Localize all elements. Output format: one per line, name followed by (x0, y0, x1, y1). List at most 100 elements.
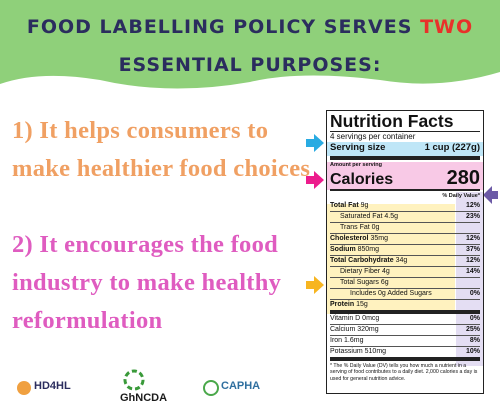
nutrient-amount: 510mg (364, 348, 387, 355)
nutrient-amount: 4.5g (384, 213, 398, 220)
nutrient-name: Total Fat (330, 202, 359, 209)
arrow-nutrients (306, 276, 324, 294)
nutrient-dv: 0% (469, 315, 480, 322)
nutrient-row: Includes 0g Added Sugars 0% (330, 288, 480, 299)
nutrient-row: Cholesterol 35mg 12% (330, 233, 480, 244)
nutrient-row: Total Carbohydrate 34g 12% (330, 255, 480, 266)
nutrient-name: Vitamin D (330, 315, 361, 322)
serving-size-label: Serving size (330, 142, 386, 153)
rule (330, 156, 480, 160)
title-text: ESSENTIAL PURPOSES: (118, 54, 382, 76)
nutrient-left: Iron 1.6mg (330, 336, 363, 346)
nutrient-name: Saturated Fat (340, 213, 383, 220)
nutrient-amount: 34g (395, 257, 408, 264)
nutrient-row: Saturated Fat 4.5g 23% (330, 211, 480, 222)
logo: GhNCDA (120, 392, 168, 404)
nutrient-dv: 37% (465, 246, 480, 253)
nutrient-name: Sodium (330, 246, 356, 253)
nutrient-name: Calcium (330, 326, 356, 333)
banner-title: FOOD LABELLING POLICY SERVES TWO ESSENTI… (0, 8, 500, 84)
arrow-serving (306, 134, 324, 152)
arrow-dv (483, 186, 498, 204)
title-text: FOOD LABELLING POLICY SERVES (26, 16, 413, 38)
nutrient-left: Includes 0g Added Sugars (330, 289, 432, 299)
banner (0, 0, 500, 89)
nutrient-amount: 4g (382, 268, 390, 275)
nutrient-left: Calcium 320mg (330, 325, 379, 335)
nutrient-left: Cholesterol 35mg (330, 234, 388, 244)
nutrient-row: Iron 1.6mg 8% (330, 335, 480, 346)
rule (330, 310, 480, 314)
logo-icon (17, 381, 31, 395)
nutrient-amount: 15g (356, 301, 368, 308)
nutrient-dv: 14% (465, 268, 480, 275)
nutrient-name: Potassium (330, 348, 363, 355)
serving-size: Serving size 1 cup (227g) (330, 142, 480, 154)
calories-label: Calories (330, 171, 394, 188)
logo: HD4HL (34, 380, 71, 392)
nutrient-dv: 25% (465, 326, 480, 333)
nutrient-name: Iron (330, 337, 343, 344)
logo-icon (203, 380, 219, 396)
nutrient-left: Vitamin D 0mcg (330, 314, 379, 324)
nutrient-dv: 8% (469, 337, 480, 344)
dv-header: % Daily Value* (442, 193, 480, 199)
nutrient-dv: 12% (465, 202, 480, 209)
nutrient-amount: 0mcg (362, 315, 380, 322)
nutrient-left: Potassium 510mg (330, 347, 386, 357)
nutrient-dv: 10% (465, 348, 480, 355)
nutrient-row: Protein 15g (330, 299, 480, 310)
nutrient-name: Dietary Fiber (340, 268, 381, 275)
nutrient-row: Total Sugars 6g (330, 277, 480, 288)
nutrient-amount: 320mg (357, 326, 379, 333)
dv-highlight (456, 192, 483, 366)
nutrient-amount: 0g (371, 224, 380, 231)
title-highlight: TWO (420, 16, 474, 38)
nutrient-left: Total Fat 9g (330, 201, 368, 211)
nutrient-name: Trans Fat (340, 224, 370, 231)
nutrient-row: Vitamin D 0mcg 0% (330, 314, 480, 324)
nutrient-row: Total Fat 9g 12% (330, 201, 480, 211)
rule (330, 131, 480, 132)
footnote: * The % Daily Value (DV) tells you how m… (330, 363, 478, 382)
nutrient-name: Includes 0g Added Sugars (350, 290, 432, 297)
nutrient-name: Total Sugars (340, 279, 379, 286)
nutrient-amount: 850mg (357, 246, 380, 253)
calories: Calories 280 (330, 167, 480, 189)
nutrient-row: Trans Fat 0g (330, 222, 480, 233)
nutrient-rows: Total Fat 9g 12% Saturated Fat 4.5g 23% Tran… (330, 201, 480, 310)
nutrient-name: Protein (330, 301, 355, 308)
calories-highlight (327, 162, 483, 190)
nutrient-dv: 12% (465, 235, 480, 242)
vitamin-rows: Vitamin D 0mcg 0% Calcium 320mg 25% Iron 1.6… (330, 314, 480, 357)
nutrient-name: Total Carbohydrate (330, 257, 394, 264)
nutrient-left: Total Sugars 6g (330, 278, 389, 288)
nutrient-amount: 9g (360, 202, 369, 209)
calories-value: 280 (446, 167, 480, 189)
nutrient-dv: 12% (465, 257, 480, 264)
nutrient-name: Cholesterol (330, 235, 369, 242)
nutrient-left: Protein 15g (330, 300, 368, 310)
nutrient-left: Trans Fat 0g (330, 223, 379, 233)
rule (330, 357, 480, 361)
nutrient-amount: 35mg (370, 235, 388, 242)
nutrient-left: Dietary Fiber 4g (330, 267, 390, 277)
servings: 4 servings per container (330, 132, 416, 141)
logo: CAPHA (221, 380, 261, 392)
nutrient-row: Potassium 510mg 10% (330, 346, 480, 357)
rule (330, 189, 480, 191)
nutrient-amount: 1.6mg (344, 337, 364, 344)
nutrient-row: Dietary Fiber 4g 14% (330, 266, 480, 277)
nutrient-row: Sodium 850mg 37% (330, 244, 480, 255)
nutrient-amount: 6g (380, 279, 389, 286)
arrow-calories (306, 171, 324, 189)
serving-highlight (327, 142, 483, 156)
logo-icon (123, 369, 145, 391)
amount-per-serving: Amount per serving (330, 162, 382, 168)
serving-size-value: 1 cup (227g) (424, 142, 480, 153)
nutrient-left: Sodium 850mg (330, 245, 379, 255)
nutrition-label: Nutrition Facts 4 servings per container… (326, 110, 484, 394)
nutrient-dv: 0% (469, 290, 480, 297)
nutrient-left: Total Carbohydrate 34g (330, 256, 407, 266)
